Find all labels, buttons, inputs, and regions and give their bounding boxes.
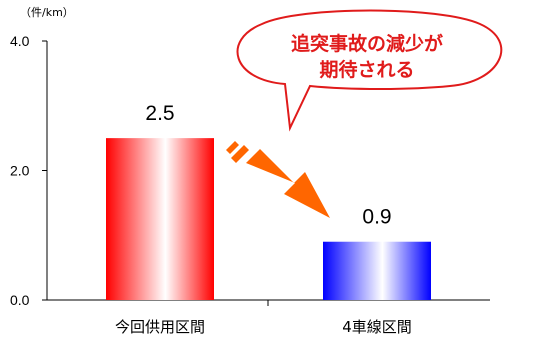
x-category-label: 今回供用区間 xyxy=(115,318,205,336)
y-tick-label: 2.0 xyxy=(10,163,30,179)
y-tick-label: 0.0 xyxy=(10,292,30,308)
y-tick-label: 4.0 xyxy=(10,33,30,49)
bar-value-label: 2.5 xyxy=(145,102,174,125)
y-axis-unit-label: （件/km） xyxy=(20,6,74,19)
bar-value-label: 0.9 xyxy=(362,206,391,229)
callout-text-line-1: 追突事故の減少が xyxy=(291,32,443,55)
decrease-arrow xyxy=(226,141,330,218)
y-axis-ticks: 0.0 2.0 4.0 xyxy=(10,33,269,308)
arrow-body xyxy=(246,149,330,218)
callout-bubble: 追突事故の減少が 期待される xyxy=(236,9,503,132)
callout-shape xyxy=(236,9,503,132)
bar-current-section xyxy=(106,138,214,300)
bar-four-lane-section xyxy=(323,241,431,300)
arrow-stripe xyxy=(231,145,249,163)
arrow-stripe xyxy=(226,141,239,154)
x-category-label: 4車線区間 xyxy=(342,318,412,336)
callout-text-line-2: 期待される xyxy=(319,58,414,81)
bars: 2.5 今回供用区間 0.9 4車線区間 xyxy=(106,102,431,336)
